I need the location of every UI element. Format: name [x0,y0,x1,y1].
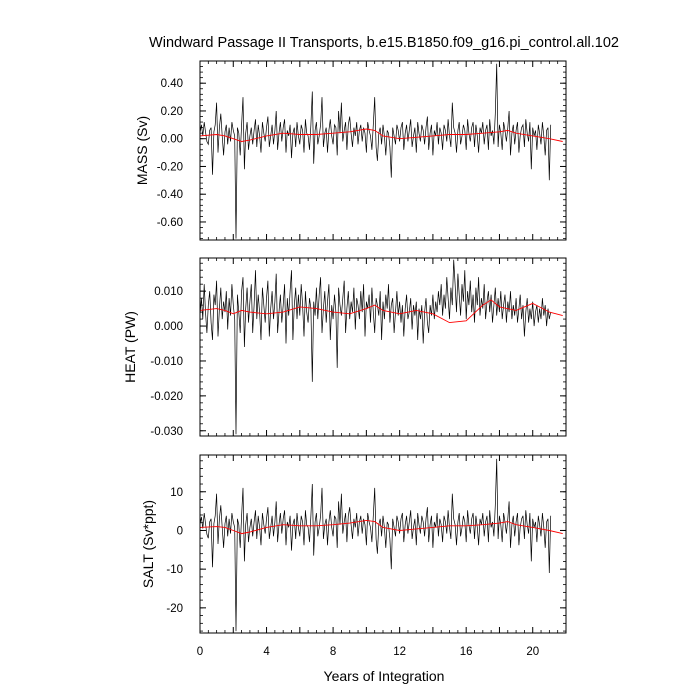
x-tick-label: 4 [263,646,270,658]
heat-axes: 0.010 0.000 -0.010 -0.020 -0.030 [150,257,567,438]
y-tick-label: 0 [177,525,183,537]
mass-axes: 0.40 0.20 0.00 -0.20 -0.40 -0.60 [157,60,567,241]
salt-y-axis-label: SALT (Sv*ppt) [140,500,156,588]
y-tick-label: 0.000 [154,321,183,333]
x-axis-label: Years of Integration [324,668,445,684]
y-tick-label: 0.010 [154,286,183,298]
y-tick-label: -20 [166,603,183,615]
salt-axes: 10 0 -10 -20 [166,454,567,634]
series-line-smoothed [200,128,563,142]
chart-title: Windward Passage II Transports, b.e15.B1… [149,35,619,51]
series-line-raw [200,259,552,435]
mass-panel: 0.40 0.20 0.00 -0.20 -0.40 -0.60 MASS (Sv) [134,60,567,241]
x-tick-labels: 0 4 8 12 16 20 [197,646,539,658]
y-tick-label: -0.020 [150,391,183,403]
heat-plot-area [200,259,563,435]
y-tick-label: -10 [166,564,183,576]
y-tick-label: 0.20 [161,106,183,118]
y-tick-label: -0.030 [150,426,183,438]
mass-y-axis-label: MASS (Sv) [134,116,150,185]
heat-panel: 0.010 0.000 -0.010 -0.020 -0.030 HEAT (PW) [122,257,567,438]
y-tick-label: -0.60 [157,217,183,229]
series-line-smoothed [200,519,563,535]
y-tick-label: -0.20 [157,161,183,173]
heat-y-axis-label: HEAT (PW) [122,311,138,383]
y-tick-label: -0.40 [157,189,183,201]
salt-panel: 10 0 -10 -20 SALT (Sv*ppt) 0 4 8 12 16 20 [140,454,567,658]
series-line-smoothed [200,299,563,324]
plot-frame [199,454,567,634]
y-tick-label: 10 [170,487,183,499]
y-tick-label: 0.40 [161,78,183,90]
x-tick-label: 12 [393,646,406,658]
salt-plot-area [200,458,563,632]
x-tick-label: 16 [460,646,473,658]
series-line-raw [200,458,552,632]
y-tick-label: 0.00 [161,134,183,146]
mass-plot-area [200,63,563,239]
x-tick-label: 0 [197,646,203,658]
x-tick-label: 8 [330,646,336,658]
x-tick-label: 20 [526,646,539,658]
y-tick-label: -0.010 [150,356,183,368]
series-line-raw [200,63,552,239]
